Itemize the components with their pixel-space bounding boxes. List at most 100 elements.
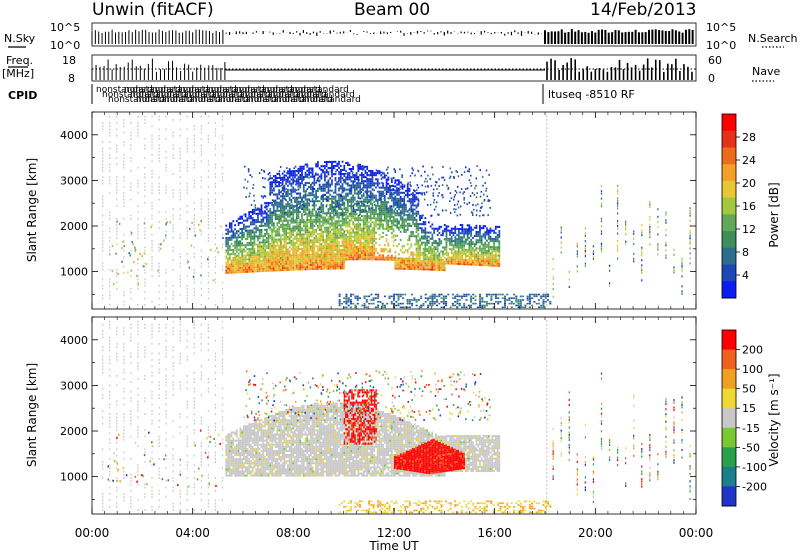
data-cell — [304, 233, 307, 236]
data-cell — [445, 235, 448, 238]
data-cell — [144, 144, 146, 147]
data-cell — [373, 245, 376, 248]
data-cell — [276, 197, 279, 200]
data-cell — [269, 259, 272, 262]
data-cell — [144, 297, 146, 300]
data-cell — [336, 234, 339, 237]
data-cell — [373, 225, 376, 228]
data-cell — [258, 253, 261, 256]
data-cell — [339, 212, 342, 215]
data-cell — [246, 268, 249, 271]
data-cell — [396, 212, 399, 215]
data-cell — [246, 242, 249, 245]
data-cell — [493, 244, 495, 247]
data-cell — [193, 268, 195, 271]
data-cell — [336, 224, 339, 227]
data-cell — [394, 179, 397, 182]
data-cell — [470, 257, 473, 260]
data-cell — [255, 253, 258, 256]
data-cell — [429, 258, 432, 261]
data-cell — [186, 252, 188, 255]
data-cell — [447, 260, 450, 263]
data-cell — [123, 125, 125, 128]
data-cell — [424, 227, 427, 230]
data-cell — [371, 176, 374, 179]
data-cell — [313, 257, 316, 260]
data-cell — [285, 242, 288, 245]
data-cell — [334, 203, 337, 206]
data-cell — [325, 236, 328, 239]
data-cell — [250, 237, 252, 240]
data-cell — [450, 252, 453, 255]
data-cell — [331, 199, 333, 202]
data-cell — [309, 263, 312, 267]
data-cell — [445, 254, 448, 257]
data-cell — [320, 259, 323, 262]
data-cell — [144, 147, 146, 150]
data-cell — [239, 269, 242, 272]
data-cell — [546, 279, 548, 282]
data-cell — [253, 227, 256, 230]
data-cell — [214, 272, 217, 274]
data-cell — [366, 223, 369, 226]
data-cell — [373, 250, 376, 253]
data-cell — [329, 238, 332, 241]
data-cell — [283, 227, 286, 231]
data-cell — [102, 246, 104, 249]
data-cell — [327, 263, 330, 266]
data-cell — [243, 264, 245, 267]
data-cell — [265, 255, 268, 258]
data-cell — [405, 267, 407, 270]
data-cell — [496, 234, 499, 237]
data-cell — [279, 250, 282, 253]
data-cell — [366, 210, 369, 214]
data-cell — [325, 191, 328, 194]
data-cell — [426, 231, 428, 234]
data-cell — [272, 181, 275, 184]
data-cell — [357, 163, 360, 166]
data-cell — [214, 211, 217, 214]
data-cell — [366, 165, 369, 168]
data-cell — [445, 262, 448, 265]
data-cell — [332, 247, 335, 250]
data-cell — [479, 235, 481, 238]
data-cell — [352, 194, 354, 197]
data-cell — [251, 256, 254, 259]
data-cell — [267, 201, 270, 205]
data-cell — [272, 207, 275, 210]
data-cell — [394, 234, 397, 237]
data-cell — [420, 231, 423, 234]
data-cell — [276, 195, 279, 198]
data-cell — [387, 213, 390, 216]
data-cell — [235, 219, 238, 223]
data-cell — [364, 256, 367, 259]
data-cell — [338, 160, 340, 163]
data-cell — [357, 215, 360, 218]
data-cell — [343, 230, 346, 233]
data-cell — [385, 215, 388, 218]
data-cell — [392, 215, 395, 218]
data-cell — [489, 252, 492, 255]
data-cell — [438, 256, 441, 259]
data-cell — [322, 230, 325, 233]
data-cell — [357, 258, 360, 261]
data-cell — [262, 267, 265, 270]
data-cell — [193, 220, 195, 223]
data-cell — [331, 265, 333, 268]
data-cell — [262, 247, 265, 250]
data-cell — [248, 211, 251, 214]
data-cell — [278, 205, 280, 208]
data-cell — [357, 176, 360, 179]
data-cell — [228, 267, 231, 270]
data-cell — [207, 137, 210, 140]
data-cell — [276, 185, 279, 188]
data-cell — [546, 238, 548, 241]
data-cell — [339, 265, 342, 268]
data-cell — [362, 184, 365, 187]
data-cell — [477, 247, 480, 250]
data-cell — [394, 265, 397, 268]
data-cell — [299, 235, 302, 238]
data-cell — [320, 165, 323, 168]
data-cell — [352, 176, 354, 179]
data-cell — [271, 257, 273, 260]
